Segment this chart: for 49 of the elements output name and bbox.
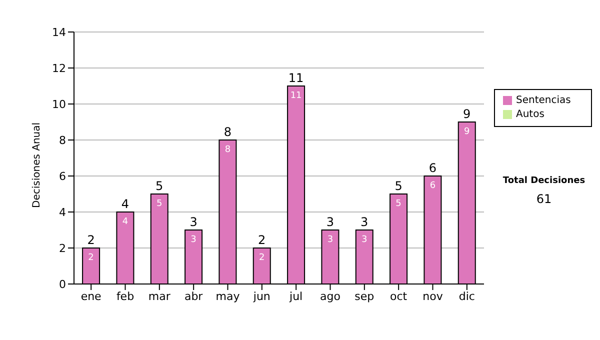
- total-label: 11: [288, 71, 304, 85]
- legend-label: Sentencias: [516, 95, 571, 106]
- text: 61: [535, 192, 553, 206]
- x-tick-label: mar: [148, 290, 171, 303]
- data-label: 6: [430, 181, 436, 191]
- total-label: 5: [394, 179, 402, 193]
- text: Total Decisiones: [502, 176, 586, 186]
- data-label: 4: [122, 217, 128, 227]
- data-label: 8: [224, 145, 231, 155]
- y-axis-title: Decisiones Anual: [32, 122, 43, 208]
- total-label: 4: [121, 197, 130, 211]
- data-label: 3: [362, 235, 368, 245]
- data-label: 5: [396, 199, 402, 209]
- x-tick-label: may: [216, 290, 240, 303]
- y-tick-label: 14: [52, 26, 66, 39]
- x-tick-label: sep: [354, 290, 374, 303]
- total-label: 2: [87, 233, 95, 247]
- y-tick-label: 8: [59, 134, 66, 147]
- total-label: 3: [326, 215, 334, 229]
- y-tick-label: 12: [52, 62, 66, 75]
- y-tick-label: 6: [59, 170, 66, 183]
- x-tick-label: abr: [184, 290, 204, 303]
- x-tick-label: jun: [252, 290, 270, 303]
- total-label: 3: [360, 215, 368, 229]
- x-tick-label: jul: [288, 290, 303, 303]
- x-tick-label: feb: [116, 290, 134, 303]
- data-label: 3: [327, 235, 334, 245]
- legend-label: Autos: [516, 109, 544, 120]
- data-label: 11: [290, 91, 302, 101]
- data-label: 5: [156, 199, 162, 209]
- data-label: 9: [464, 127, 470, 137]
- y-tick-label: 2: [59, 242, 66, 255]
- total-label: 3: [190, 215, 198, 229]
- x-tick-label: ago: [320, 290, 341, 303]
- x-tick-label: dic: [458, 290, 475, 303]
- total-label: 6: [428, 161, 437, 175]
- total-label: 8: [224, 125, 232, 139]
- x-tick-label: oct: [390, 290, 408, 303]
- x-tick-label: ene: [80, 290, 102, 303]
- total-label: 2: [258, 233, 266, 247]
- y-tick-label: 10: [52, 98, 66, 111]
- x-tick-label: nov: [422, 290, 444, 303]
- total-label: 9: [463, 107, 471, 121]
- data-label: 2: [88, 253, 94, 263]
- data-label: 3: [190, 235, 196, 245]
- y-tick-label: 4: [59, 206, 66, 219]
- data-label: 2: [259, 253, 265, 263]
- total-label: 5: [156, 179, 164, 193]
- y-tick-label: 0: [59, 278, 66, 291]
